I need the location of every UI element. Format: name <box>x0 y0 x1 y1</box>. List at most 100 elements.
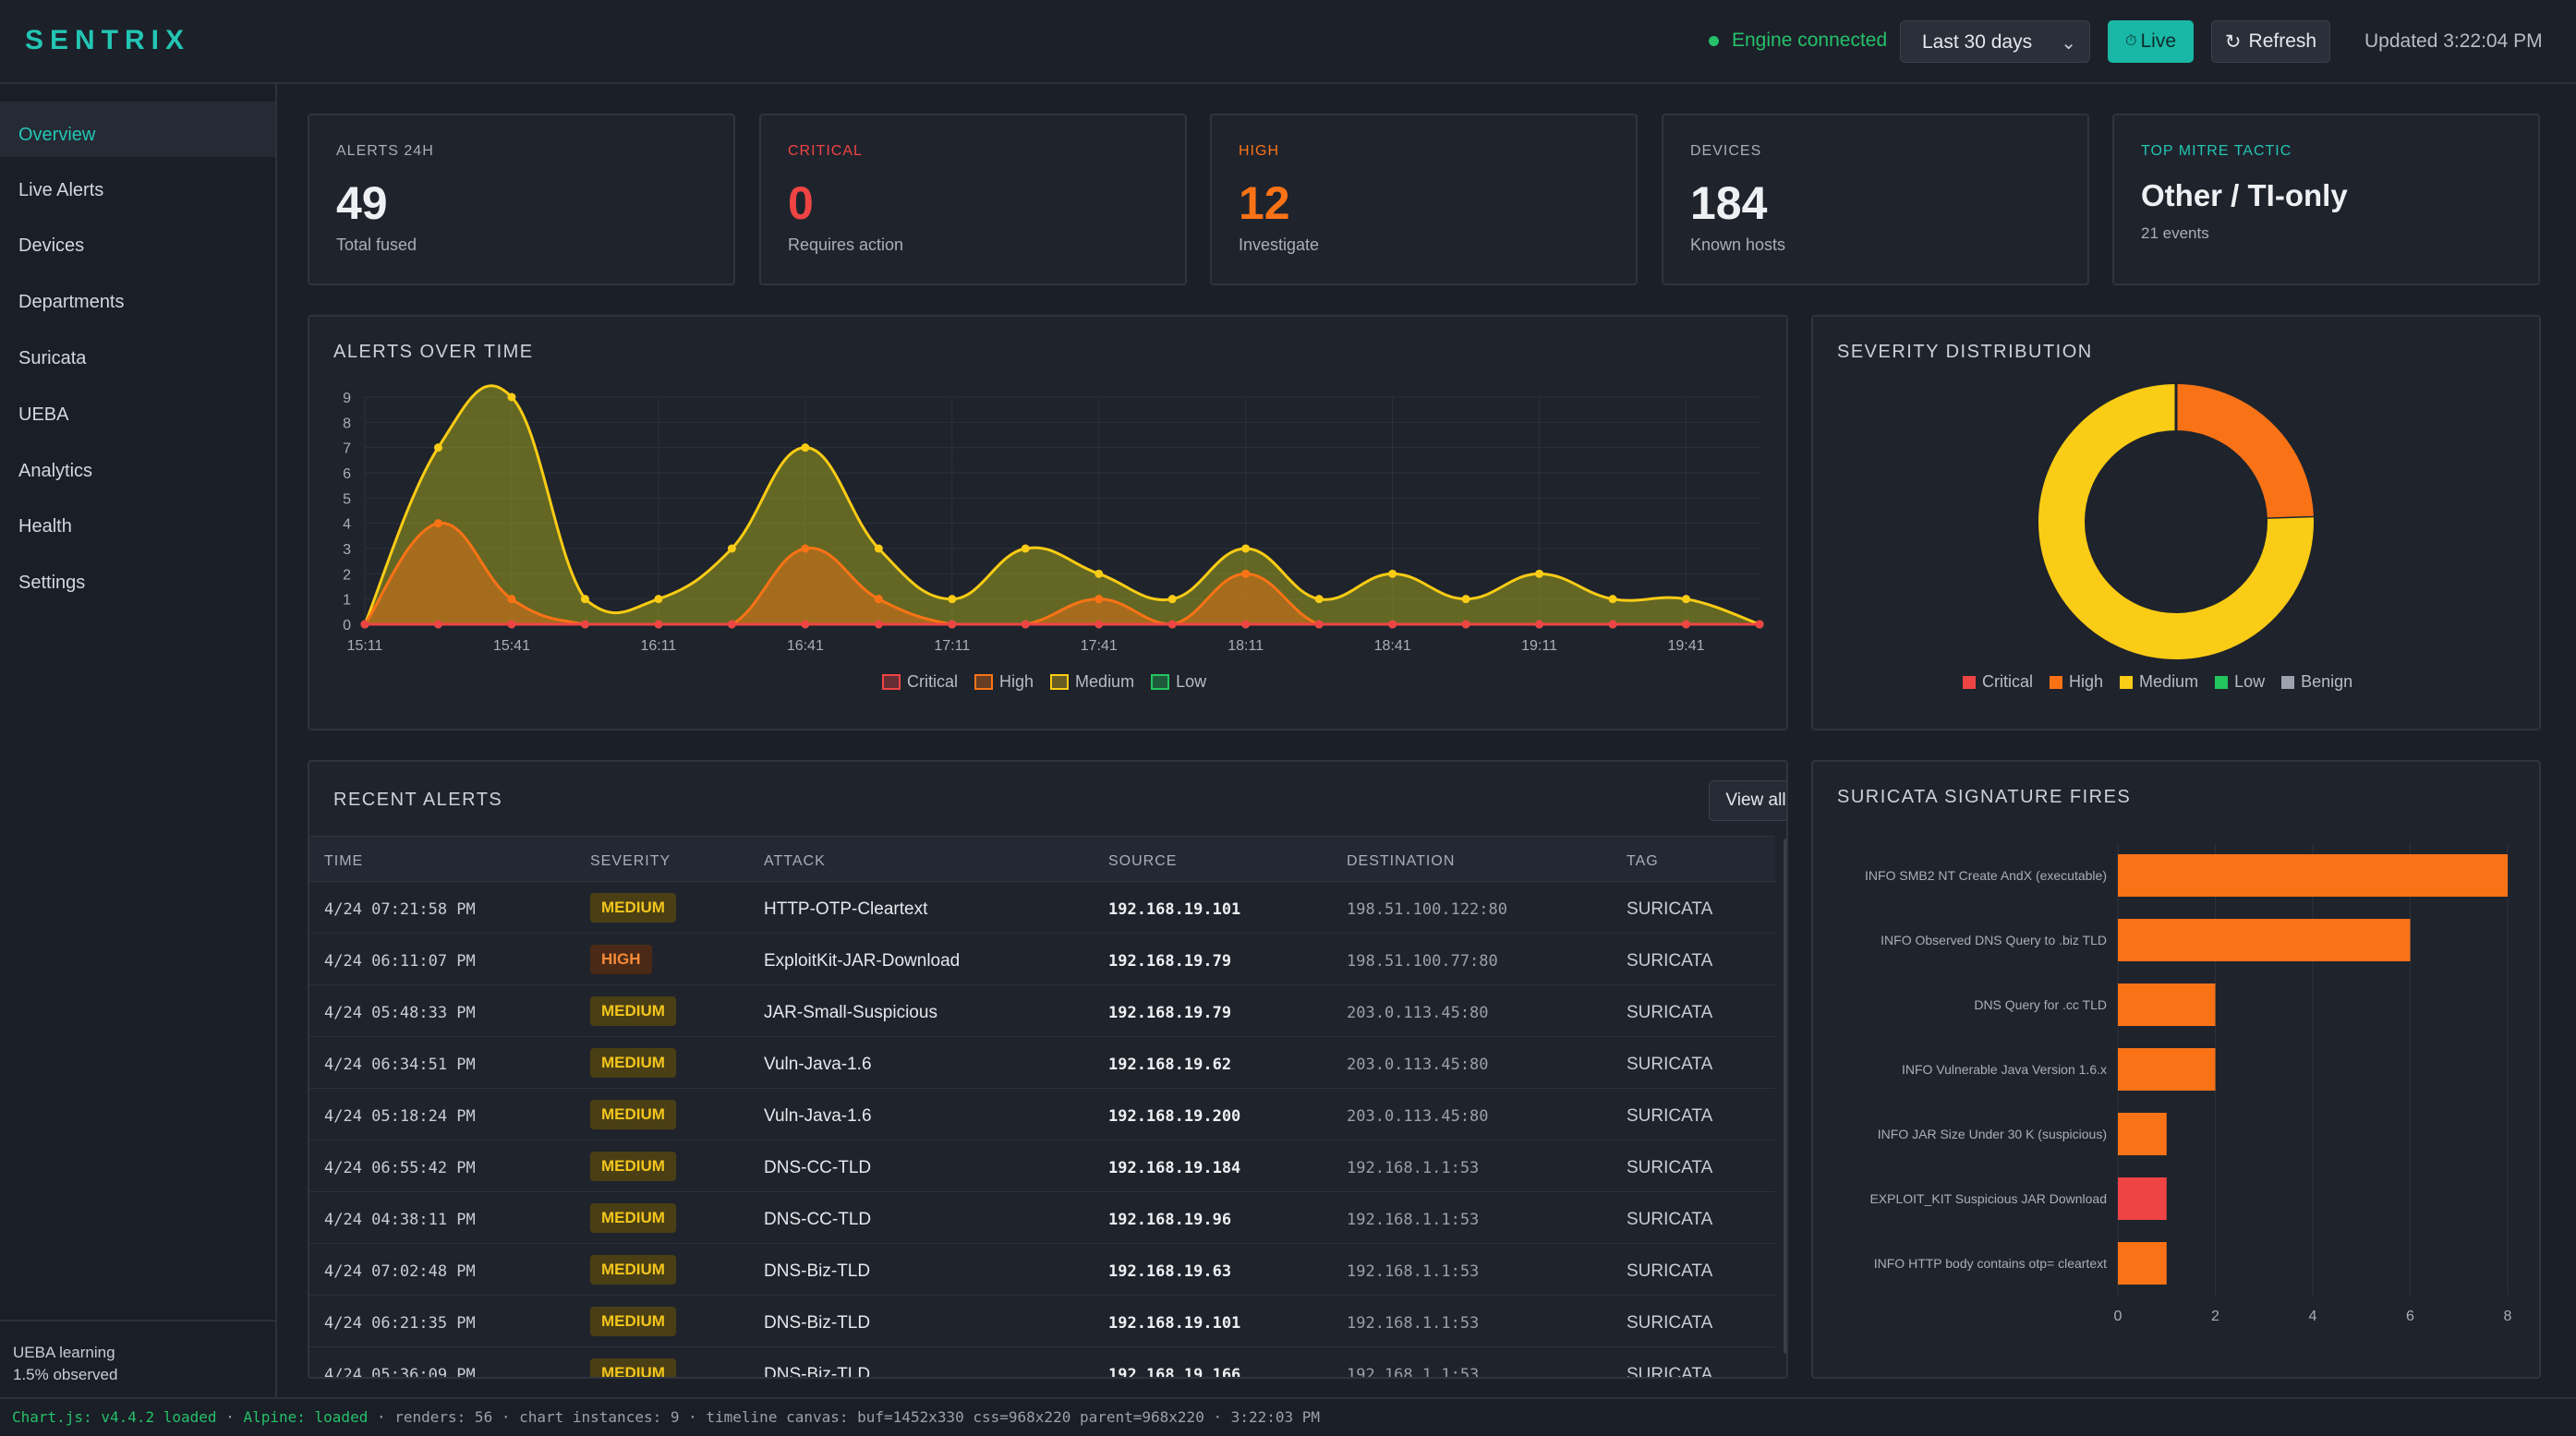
data-point-high[interactable] <box>507 595 516 604</box>
data-point-critical[interactable] <box>1094 620 1104 629</box>
data-point-medium[interactable] <box>874 544 883 553</box>
sidebar-item-devices[interactable]: Devices <box>18 235 85 256</box>
data-point-critical[interactable] <box>1682 620 1691 629</box>
data-point-medium[interactable] <box>580 595 589 604</box>
data-point-high[interactable] <box>801 544 810 553</box>
sidebar-item-live-alerts[interactable]: Live Alerts <box>18 180 104 200</box>
data-point-critical[interactable] <box>1388 620 1397 629</box>
data-point-medium[interactable] <box>727 544 736 553</box>
column-header-destination[interactable]: DESTINATION <box>1347 853 1456 869</box>
bar[interactable] <box>2118 1242 2167 1285</box>
data-point-medium[interactable] <box>801 443 810 453</box>
data-point-critical[interactable] <box>801 620 810 629</box>
data-point-critical[interactable] <box>1314 620 1324 629</box>
suricata-signature-chart[interactable]: 0 2 4 6 8 INFO SMB2 NT Create AndX (executabl… <box>1813 762 2539 1377</box>
data-point-medium[interactable] <box>1314 595 1324 604</box>
cell-destination: 203.0.113.45:80 <box>1347 1107 1489 1126</box>
brand-logo[interactable]: SENTRIX <box>25 25 191 55</box>
column-header-severity[interactable]: SEVERITY <box>590 853 671 869</box>
table-row[interactable]: 4/24 04:38:11 PM DNS-CC-TLD 192.168.19.96 1… <box>309 1192 1775 1244</box>
data-point-medium[interactable] <box>507 392 516 402</box>
data-point-critical[interactable] <box>1608 620 1617 629</box>
legend-item-medium[interactable]: Medium <box>2120 672 2198 692</box>
table-row[interactable]: 4/24 06:11:07 PM ExploitKit-JAR-Download 1… <box>309 934 1775 985</box>
cell-destination: 203.0.113.45:80 <box>1347 1004 1489 1022</box>
data-point-medium[interactable] <box>433 443 442 453</box>
data-point-high[interactable] <box>1241 569 1251 578</box>
sidebar-item-health[interactable]: Health <box>18 516 72 537</box>
legend-item-medium[interactable]: Medium <box>1050 672 1134 692</box>
sidebar-item-analytics[interactable]: Analytics <box>18 461 93 481</box>
refresh-button[interactable]: ↻ Refresh <box>2211 20 2330 63</box>
table-row[interactable]: 4/24 05:18:24 PM Vuln-Java-1.6 192.168.19.… <box>309 1089 1775 1140</box>
bar[interactable] <box>2118 983 2216 1026</box>
data-point-medium[interactable] <box>1608 595 1617 604</box>
data-point-medium[interactable] <box>1388 569 1397 578</box>
data-point-high[interactable] <box>874 595 883 604</box>
bar[interactable] <box>2118 854 2508 897</box>
refresh-icon: ↻ <box>2224 30 2242 53</box>
column-header-tag[interactable]: TAG <box>1627 853 1659 869</box>
data-point-medium[interactable] <box>1021 544 1030 553</box>
time-range-select[interactable]: Last 30 days ⌄ <box>1900 20 2090 63</box>
table-row[interactable]: 4/24 06:55:42 PM DNS-CC-TLD 192.168.19.184… <box>309 1140 1775 1192</box>
bar[interactable] <box>2118 1048 2216 1091</box>
severity-donut-chart[interactable] <box>1813 317 2539 729</box>
column-header-source[interactable]: SOURCE <box>1108 853 1178 869</box>
data-point-medium[interactable] <box>1535 569 1544 578</box>
data-point-medium[interactable] <box>948 595 957 604</box>
data-point-medium[interactable] <box>1167 595 1177 604</box>
donut-slice-medium[interactable] <box>2038 384 2314 659</box>
legend-item-critical[interactable]: Critical <box>1963 672 2033 692</box>
donut-slice-high[interactable] <box>2175 384 2314 520</box>
table-row[interactable]: 4/24 06:21:35 PM DNS-Biz-TLD 192.168.19.10… <box>309 1296 1775 1347</box>
view-all-button[interactable]: View all → <box>1709 780 1786 821</box>
table-row[interactable]: 4/24 05:48:33 PM JAR-Small-Suspicious 192.… <box>309 985 1775 1037</box>
live-button[interactable]: ⏱ Live <box>2108 20 2194 63</box>
legend-item-low[interactable]: Low <box>2215 672 2265 692</box>
data-point-critical[interactable] <box>874 620 883 629</box>
legend-item-high[interactable]: High <box>2050 672 2103 692</box>
legend-item-high[interactable]: High <box>974 672 1034 692</box>
data-point-medium[interactable] <box>654 595 663 604</box>
data-point-critical[interactable] <box>1461 620 1470 629</box>
sidebar-item-settings[interactable]: Settings <box>18 573 86 593</box>
data-point-medium[interactable] <box>1241 544 1251 553</box>
sidebar-item-departments[interactable]: Departments <box>18 292 125 312</box>
data-point-critical[interactable] <box>1755 620 1764 629</box>
column-header-attack[interactable]: ATTACK <box>764 853 826 869</box>
table-row[interactable]: 4/24 07:21:58 PM HTTP-OTP-Cleartext 192.16… <box>309 882 1775 934</box>
alerts-over-time-chart[interactable]: 0 1 2 3 4 5 6 7 8 9 15:11 15:41 16:11 16:41 17:11 17:41… <box>309 317 1786 729</box>
bar[interactable] <box>2118 919 2411 961</box>
data-point-critical[interactable] <box>507 620 516 629</box>
legend-item-low[interactable]: Low <box>1151 672 1206 692</box>
table-row[interactable]: 4/24 07:02:48 PM DNS-Biz-TLD 192.168.19.63… <box>309 1244 1775 1296</box>
sidebar-item-suricata[interactable]: Suricata <box>18 348 87 368</box>
data-point-medium[interactable] <box>1461 595 1470 604</box>
data-point-critical[interactable] <box>1535 620 1544 629</box>
table-row[interactable]: 4/24 05:36:09 PM DNS-Biz-TLD 192.168.19.16… <box>309 1347 1775 1377</box>
data-point-critical[interactable] <box>580 620 589 629</box>
data-point-critical[interactable] <box>727 620 736 629</box>
legend-item-benign[interactable]: Benign <box>2281 672 2352 692</box>
bar[interactable] <box>2118 1113 2167 1155</box>
legend-swatch <box>2281 675 2295 689</box>
data-point-critical[interactable] <box>360 620 369 629</box>
sidebar-item-ueba[interactable]: UEBA <box>18 404 69 425</box>
sidebar-item-overview[interactable]: Overview <box>0 102 275 157</box>
data-point-high[interactable] <box>433 519 442 528</box>
data-point-critical[interactable] <box>948 620 957 629</box>
table-scrollbar[interactable] <box>1784 838 1786 1355</box>
data-point-high[interactable] <box>1094 595 1104 604</box>
column-header-time[interactable]: TIME <box>324 853 364 869</box>
data-point-medium[interactable] <box>1094 569 1104 578</box>
legend-item-critical[interactable]: Critical <box>882 672 958 692</box>
data-point-critical[interactable] <box>1241 620 1251 629</box>
bar[interactable] <box>2118 1177 2167 1220</box>
data-point-critical[interactable] <box>654 620 663 629</box>
data-point-medium[interactable] <box>1682 595 1691 604</box>
data-point-critical[interactable] <box>433 620 442 629</box>
data-point-critical[interactable] <box>1167 620 1177 629</box>
table-row[interactable]: 4/24 06:34:51 PM Vuln-Java-1.6 192.168.19.… <box>309 1037 1775 1089</box>
data-point-critical[interactable] <box>1021 620 1030 629</box>
